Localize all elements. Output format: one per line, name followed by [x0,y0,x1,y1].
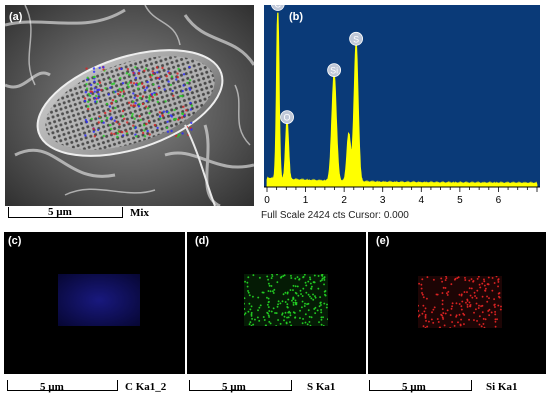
silicon-map-region [418,276,502,328]
panel-c-carbon-map: (c) [4,232,185,374]
panel-a-sem-image: (a) [5,5,254,206]
spectrum-plot-area [264,5,540,187]
panel-a-label: (a) [9,11,23,23]
panel-d-scale-bar [189,380,292,391]
panel-c-caption: C Ka1_2 [125,381,167,393]
sem-image-drawing [5,5,254,206]
panel-d-sulfur-map: (d) [187,232,366,374]
peak-label-c: C [275,5,282,10]
x-tick-label: 4 [419,195,425,206]
panel-d-scale-text: 5 µm [222,381,246,393]
panel-e-scale-bar [369,380,472,391]
peak-label-o: O [284,113,291,123]
peak-marker-c [270,5,285,11]
peak-marker-o [280,110,294,124]
panel-b-label: (b) [289,11,304,23]
x-tick-label: 3 [380,195,386,206]
peak-label-s: S [353,34,359,44]
panel-c-scale-text: 5 µm [40,381,64,393]
panel-c-scale-bar [7,380,118,391]
panel-a-scale-text: 5 µm [48,206,72,218]
x-tick-label: 2 [341,195,347,206]
carbon-map-region [58,274,140,326]
x-tick-label: 0 [264,195,270,206]
panel-b-eds-spectrum: C O Si S 0 1 2 3 4 5 6 (b) Full Scale 2424 cts Cu… [261,5,543,225]
x-tick-label: 6 [496,195,502,206]
panel-c-label: (c) [8,235,22,247]
x-tick-label: 1 [303,195,309,206]
spectrum-footer: Full Scale 2424 cts Cursor: 0.000 [261,210,409,221]
peak-marker-si [327,63,342,78]
panel-e-label: (e) [376,235,390,247]
panel-e-scale-text: 5 µm [402,381,426,393]
peak-label-si: Si [330,66,338,76]
peak-marker-s [349,31,363,46]
panel-d-caption: S Ka1 [307,381,336,393]
sulfur-map-region [244,274,328,326]
panel-a-caption: Mix [130,207,149,219]
eds-spectrum-chart: C O Si S 0 1 2 3 4 5 6 [264,5,540,206]
panel-e-caption: Si Ka1 [486,381,518,393]
panel-d-label: (d) [195,235,210,247]
x-tick-label: 5 [457,195,463,206]
panel-a-scale-bar [8,207,123,218]
mix-overlay-dots [83,65,194,139]
panel-e-silicon-map: (e) [368,232,546,374]
spectrum-series [266,12,538,188]
